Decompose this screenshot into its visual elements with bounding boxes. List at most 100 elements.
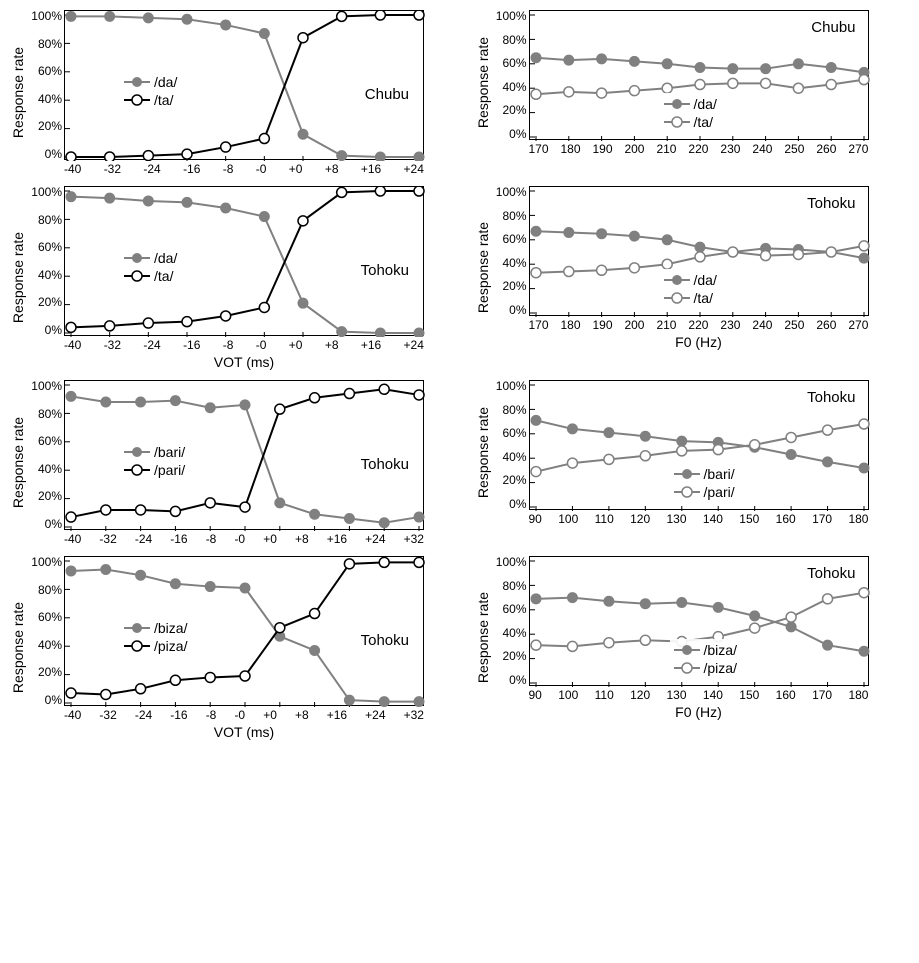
legend-item: /ta/ xyxy=(124,91,177,109)
x-tick-label: +16 xyxy=(327,532,347,546)
y-tick-label: 40% xyxy=(495,451,527,463)
x-ticks: 90100110120130140150160170180 xyxy=(529,686,869,702)
x-tick-label: 200 xyxy=(624,142,644,156)
x-axis-label: F0 (Hz) xyxy=(529,334,869,350)
x-tick-label: +8 xyxy=(325,338,339,352)
x-tick-label: -40 xyxy=(64,338,81,352)
x-tick-label: 120 xyxy=(630,512,650,526)
x-tick-label: -40 xyxy=(64,708,81,722)
x-tick-label: -32 xyxy=(104,162,121,176)
y-tick-label: 60% xyxy=(30,435,62,447)
region-label: Tohoku xyxy=(361,456,409,473)
y-tick-label: 100% xyxy=(495,10,527,22)
x-tick-label: +16 xyxy=(361,162,381,176)
legend-label: /ta/ xyxy=(694,113,713,131)
legend-label: /biza/ xyxy=(154,619,187,637)
x-tick-label: +32 xyxy=(404,532,424,546)
x-tick-label: 110 xyxy=(595,688,614,702)
y-ticks: 100%80%60%40%20%0% xyxy=(30,10,62,160)
chart-panel-R1: Response rate 100%80%60%40%20%0% /da//ta… xyxy=(475,10,910,176)
x-tick-label: 220 xyxy=(688,318,708,332)
y-tick-label: 0% xyxy=(495,304,527,316)
x-tick-label: -16 xyxy=(183,162,200,176)
x-tick-label: +0 xyxy=(263,532,277,546)
x-tick-label: 170 xyxy=(812,512,832,526)
y-tick-label: 0% xyxy=(30,694,62,706)
y-tick-label: 80% xyxy=(495,34,527,46)
x-tick-label: 130 xyxy=(667,512,687,526)
x-tick-label: +0 xyxy=(289,338,303,352)
y-tick-label: 0% xyxy=(495,128,527,140)
x-tick-label: -32 xyxy=(99,532,116,546)
x-tick-label: -24 xyxy=(135,532,152,546)
y-axis-label: Response rate xyxy=(475,37,491,128)
region-label: Tohoku xyxy=(807,565,855,582)
x-ticks: -40-32-24-16-8-0+0+8+16+24 xyxy=(64,160,424,176)
chart-legend: /bari//pari/ xyxy=(120,441,189,481)
y-ticks: 100%80%60%40%20%0% xyxy=(30,186,62,336)
x-tick-label: 180 xyxy=(560,318,580,332)
y-axis-label: Response rate xyxy=(475,592,491,683)
x-tick-label: -16 xyxy=(183,338,200,352)
x-tick-label: 130 xyxy=(667,688,687,702)
chart-legend: /da//ta/ xyxy=(660,93,721,133)
x-tick-label: 100 xyxy=(558,688,578,702)
x-tick-label: 180 xyxy=(848,512,868,526)
legend-item: /biza/ xyxy=(674,641,737,659)
chart-legend: /bari//pari/ xyxy=(670,463,739,503)
x-ticks: -40-32-24-16-8-0+0+8+16+24 xyxy=(64,336,424,352)
x-tick-label: 150 xyxy=(739,512,759,526)
region-label: Chubu xyxy=(365,86,409,103)
chart-plot: /biza//piza/ Tohoku xyxy=(64,556,424,706)
legend-label: /bari/ xyxy=(154,443,185,461)
chart-panel-R4: Response rate 100%80%60%40%20%0% /biza//… xyxy=(475,556,910,740)
x-tick-label: 140 xyxy=(703,512,723,526)
y-tick-label: 60% xyxy=(495,603,527,615)
x-tick-label: -8 xyxy=(223,162,234,176)
y-tick-label: 60% xyxy=(30,611,62,623)
y-tick-label: 20% xyxy=(30,120,62,132)
x-tick-label: 120 xyxy=(630,688,650,702)
x-tick-label: 260 xyxy=(816,318,836,332)
x-tick-label: 110 xyxy=(595,512,614,526)
legend-item: /pari/ xyxy=(674,483,735,501)
y-ticks: 100%80%60%40%20%0% xyxy=(495,380,527,510)
y-axis-label: Response rate xyxy=(10,47,26,138)
chart-panel-R3: Response rate 100%80%60%40%20%0% /bari//… xyxy=(475,380,910,546)
y-tick-label: 80% xyxy=(495,404,527,416)
y-tick-label: 60% xyxy=(30,241,62,253)
x-ticks: 170180190200210220230240250260270 xyxy=(529,140,869,156)
chart-plot: /da//ta/ Tohoku xyxy=(64,186,424,336)
legend-label: /da/ xyxy=(694,95,717,113)
x-tick-label: 100 xyxy=(558,512,578,526)
y-tick-label: 40% xyxy=(30,93,62,105)
x-tick-label: -24 xyxy=(143,162,160,176)
x-tick-label: 170 xyxy=(812,688,832,702)
y-tick-label: 60% xyxy=(495,427,527,439)
legend-item: /biza/ xyxy=(124,619,187,637)
legend-item: /ta/ xyxy=(664,289,717,307)
chart-panel-L3: Response rate 100%80%60%40%20%0% /bari//… xyxy=(10,380,445,546)
y-tick-label: 100% xyxy=(30,380,62,392)
y-tick-label: 0% xyxy=(30,518,62,530)
x-tick-label: 190 xyxy=(592,142,612,156)
x-tick-label: +24 xyxy=(365,532,385,546)
x-tick-label: +0 xyxy=(289,162,303,176)
y-tick-label: 80% xyxy=(495,580,527,592)
x-tick-label: 270 xyxy=(848,142,868,156)
x-tick-label: 250 xyxy=(784,142,804,156)
x-tick-label: 170 xyxy=(529,318,549,332)
x-tick-label: 170 xyxy=(529,142,549,156)
x-tick-label: +24 xyxy=(404,338,424,352)
x-tick-label: -0 xyxy=(234,532,245,546)
x-tick-label: -40 xyxy=(64,162,81,176)
y-tick-label: 80% xyxy=(30,214,62,226)
region-label: Chubu xyxy=(811,19,855,36)
legend-label: /pari/ xyxy=(154,461,185,479)
y-ticks: 100%80%60%40%20%0% xyxy=(495,10,527,140)
chart-panel-R2: Response rate 100%80%60%40%20%0% /da//ta… xyxy=(475,186,910,370)
x-tick-label: 210 xyxy=(656,142,676,156)
x-tick-label: +8 xyxy=(325,162,339,176)
x-tick-label: 240 xyxy=(752,142,772,156)
y-tick-label: 20% xyxy=(30,666,62,678)
